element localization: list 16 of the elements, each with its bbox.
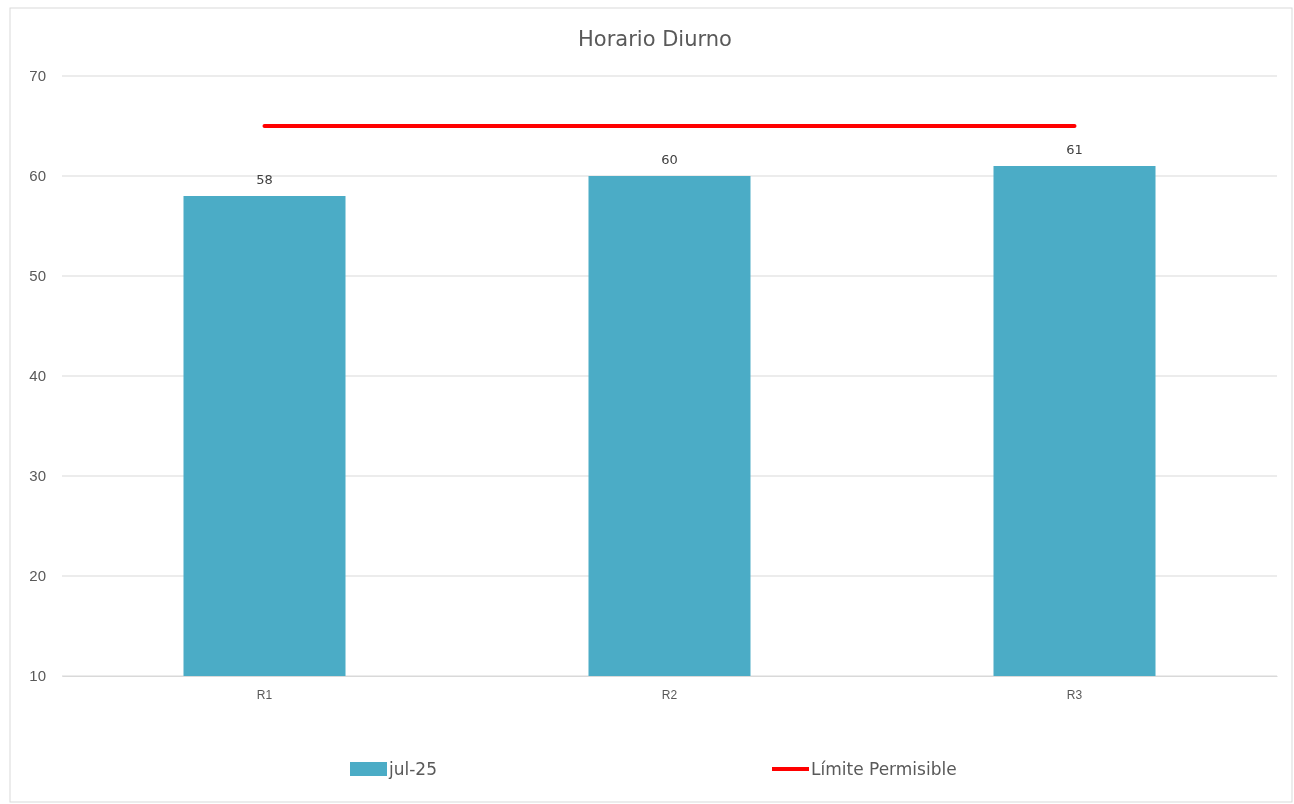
legend-label: Límite Permisible [811, 759, 957, 779]
x-tick-label: R2 [661, 687, 678, 702]
y-tick-label: 60 [29, 167, 46, 185]
legend-label: jul-25 [388, 759, 437, 779]
x-tick-label: R1 [256, 687, 273, 702]
x-tick-label: R3 [1066, 687, 1083, 702]
data-label: 58 [256, 172, 273, 187]
y-tick-label: 30 [29, 467, 46, 485]
y-tick-label: 10 [29, 667, 46, 685]
y-tick-label: 20 [29, 567, 46, 585]
chart-title: Horario Diurno [578, 27, 732, 51]
y-tick-label: 70 [29, 67, 46, 85]
y-tick-label: 50 [29, 267, 46, 285]
data-label: 60 [661, 152, 678, 167]
data-label: 61 [1066, 142, 1083, 157]
y-tick-label: 40 [29, 367, 46, 385]
